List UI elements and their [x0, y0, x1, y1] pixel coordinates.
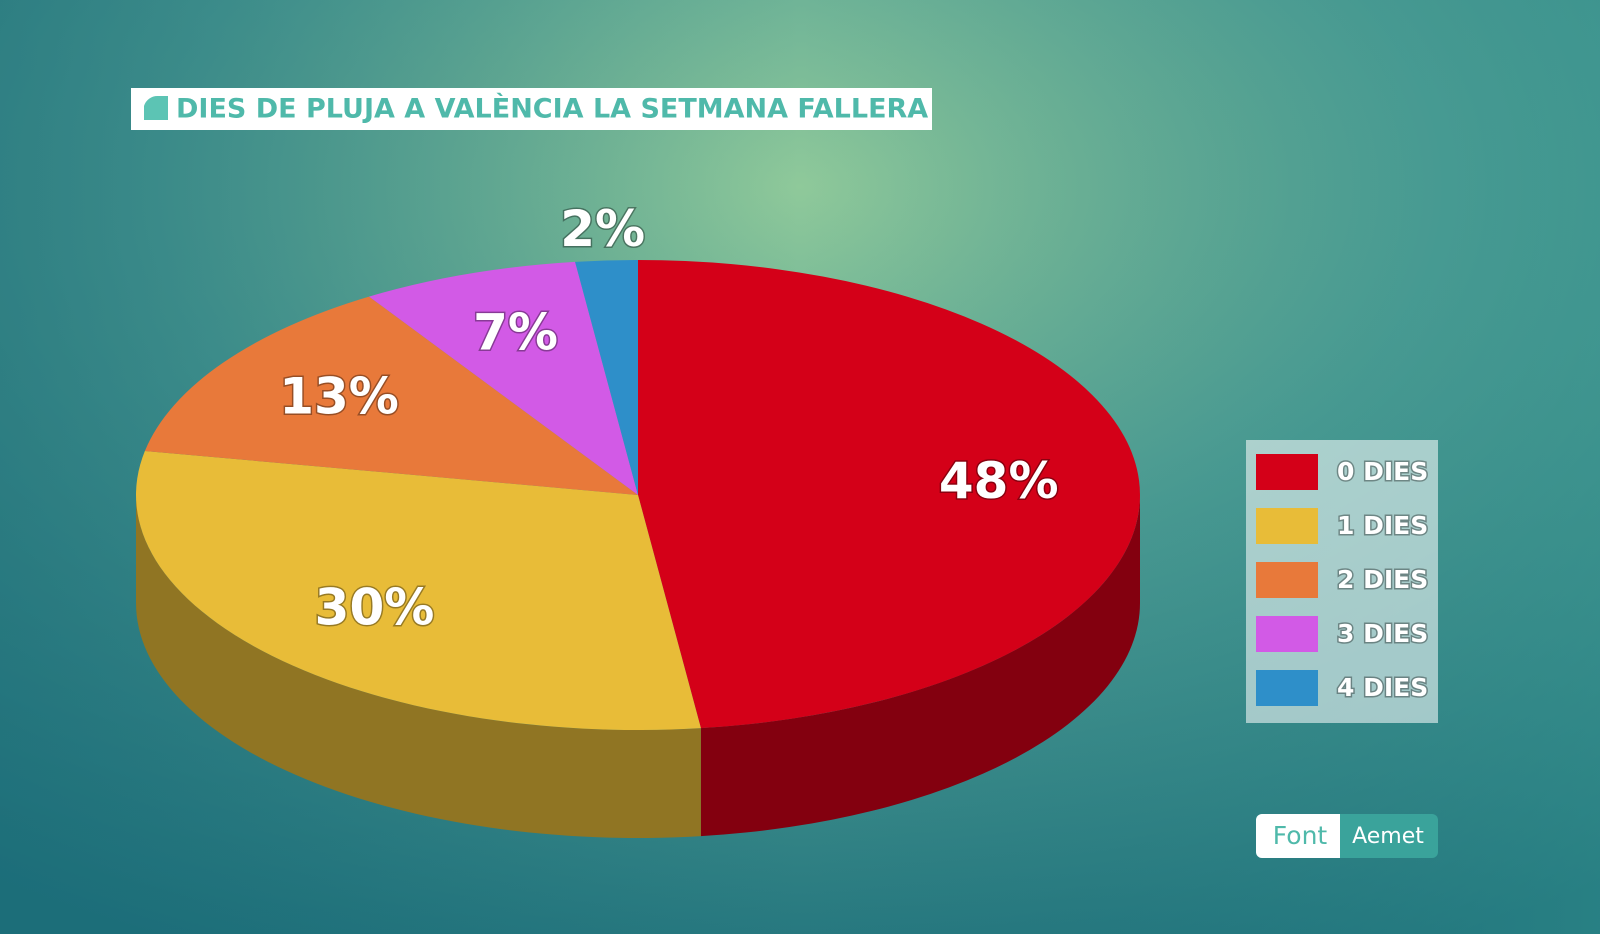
legend-label: 1 DIES — [1337, 511, 1428, 540]
slice — [575, 260, 638, 495]
slice — [144, 296, 639, 495]
legend-label: 4 DIES — [1337, 673, 1428, 702]
value-label: 13% — [279, 367, 399, 425]
legend-swatch — [1256, 562, 1318, 598]
slice — [638, 260, 1141, 729]
source-label: Font — [1273, 821, 1328, 850]
value-label: 30% — [315, 578, 435, 636]
chart-title: DIES DE PLUJA A VALÈNCIA LA SETMANA FALL… — [176, 93, 928, 125]
title-icon — [144, 95, 168, 120]
value-label: 7% — [473, 303, 558, 361]
source-value: Aemet — [1352, 824, 1424, 849]
legend-label: 3 DIES — [1337, 619, 1428, 648]
slice-side — [700, 495, 1140, 837]
source-label-box — [1256, 814, 1340, 858]
title-box — [131, 88, 932, 130]
slice — [135, 450, 701, 731]
legend-swatch — [1256, 508, 1318, 544]
legend-swatch — [1256, 616, 1318, 652]
value-label: 2% — [560, 200, 645, 258]
legend-swatch — [1256, 670, 1318, 706]
slice-side — [136, 495, 701, 838]
legend-label: 2 DIES — [1337, 565, 1428, 594]
legend-swatch — [1256, 454, 1318, 490]
legend-label: 0 DIES — [1337, 457, 1428, 486]
slice — [369, 261, 638, 495]
value-label: 48% — [939, 452, 1059, 510]
